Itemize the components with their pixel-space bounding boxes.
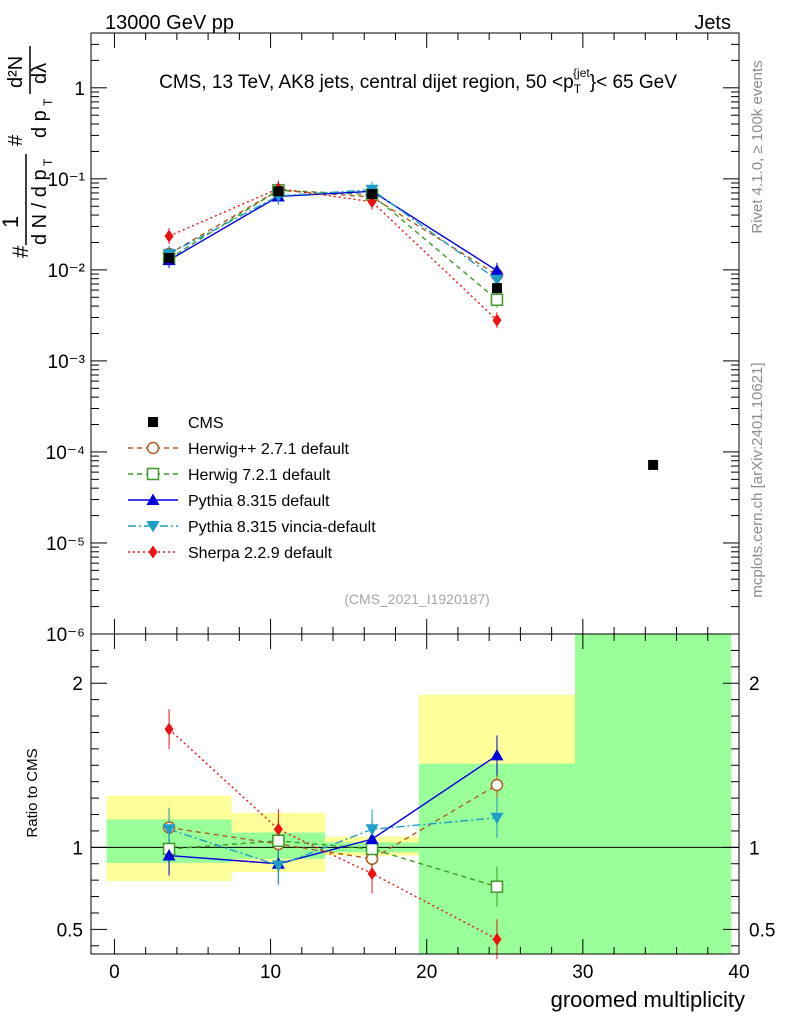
ratio-ytick-label-right-2: 2 xyxy=(749,674,760,695)
svg-text:T: T xyxy=(41,98,55,106)
ratio-point-3-1 xyxy=(271,860,285,872)
legend-marker-1 xyxy=(146,467,160,481)
svg-text:dλ: dλ xyxy=(29,63,51,84)
legend-label-3: Pythia 8.315 vincia-default xyxy=(188,519,376,536)
ratio-panel-series xyxy=(162,709,504,960)
ratio-point-3-3 xyxy=(490,812,504,825)
main-line-3 xyxy=(168,188,498,281)
ratio-point-4-0 xyxy=(164,722,174,736)
main-point-1-3 xyxy=(490,293,504,306)
ratio-xtick-label-2: 20 xyxy=(416,962,437,983)
main-ytick-label-0: 1 xyxy=(74,79,85,100)
cms-data-point-3 xyxy=(491,283,502,294)
mcplots-label: mcplots.cern.ch [arXiv:2401.10621] xyxy=(749,362,766,597)
main-ytick-label-5: 10⁻⁵ xyxy=(46,534,85,555)
ratio-line-3 xyxy=(168,817,498,867)
legend: CMS Herwig++ 2.7.1 default Herwig 7.2.1 de… xyxy=(128,415,376,562)
x-axis-label: groomed multiplicity xyxy=(551,987,745,1012)
legend-marker-0 xyxy=(146,441,160,455)
main-point-4-3 xyxy=(492,313,502,327)
svg-text:#: # xyxy=(8,245,33,258)
ratio-line-1 xyxy=(169,840,498,888)
ratio-point-3-0 xyxy=(162,824,176,836)
legend-marker-4 xyxy=(148,545,158,559)
ratio-point-2-2 xyxy=(365,832,379,845)
main-ytick-label-3: 10⁻³ xyxy=(48,352,86,373)
legend-label-0: Herwig++ 2.7.1 default xyxy=(188,441,350,458)
main-ylabel: # 1 d N / d p T # d p T d²N dλ xyxy=(0,46,55,258)
ratio-point-2-3 xyxy=(490,748,504,761)
legend-label-4: Sherpa 2.2.9 default xyxy=(188,545,333,562)
legend-label-1: Herwig 7.2.1 default xyxy=(188,467,331,484)
ratio-point-4-1 xyxy=(273,822,283,836)
main-point-4-0 xyxy=(164,229,174,243)
main-line-4 xyxy=(168,187,498,321)
main-panel-series xyxy=(162,180,659,470)
legend-label-2: Pythia 8.315 default xyxy=(188,493,330,510)
legend-marker-cms xyxy=(148,417,158,427)
rivet-label: Rivet 4.1.0, ≥ 100k events xyxy=(749,60,766,233)
ratio-point-1-3 xyxy=(490,880,504,893)
ratio-point-4-2 xyxy=(367,867,377,881)
legend-marker-3 xyxy=(146,521,160,533)
ratio-xtick-label-0: 0 xyxy=(109,962,120,983)
ratio-stat-band-4 xyxy=(575,634,732,954)
main-ytick-label-2: 10⁻² xyxy=(48,261,86,282)
main-ytick-label-6: 10⁻⁶ xyxy=(46,625,85,646)
main-line-1 xyxy=(168,189,498,301)
main-point-2-3 xyxy=(490,264,504,276)
cms-data-point-4 xyxy=(648,459,659,470)
main-point-3-3 xyxy=(490,274,504,287)
ratio-xtick-label-4: 40 xyxy=(728,962,749,983)
legend-marker-2 xyxy=(146,493,160,505)
ratio-line-4 xyxy=(168,728,498,940)
svg-text:1: 1 xyxy=(0,216,23,228)
svg-text:d²N: d²N xyxy=(5,56,27,88)
ratio-point-1-1 xyxy=(272,834,285,848)
ratio-xtick-label-3: 30 xyxy=(572,962,593,983)
cms-data-point-2 xyxy=(367,189,378,200)
ratio-point-3-2 xyxy=(365,824,379,836)
ratio-ytick-label-left-1: 1 xyxy=(72,838,83,859)
svg-text:#: # xyxy=(5,134,27,146)
main-line-2 xyxy=(168,190,498,272)
header-process: Jets xyxy=(694,12,731,34)
analysis-reference: (CMS_2021_I1920187) xyxy=(344,591,490,607)
ratio-panel-frame xyxy=(90,633,740,955)
ratio-ytick-label-left-2: 2 xyxy=(72,674,83,695)
header-energy: 13000 GeV pp xyxy=(105,12,234,34)
cms-data-point-1 xyxy=(273,186,284,197)
ratio-point-1-2 xyxy=(365,842,379,856)
ratio-point-4-3 xyxy=(492,932,502,946)
ratio-ylabel: Ratio to CMS xyxy=(24,748,41,837)
svg-text:d N / d p: d N / d p xyxy=(29,169,51,245)
ratio-xtick-label-1: 10 xyxy=(260,962,281,983)
svg-text:d p: d p xyxy=(29,110,51,138)
ratio-ytick-label-right-1: 1 xyxy=(749,838,760,859)
ratio-ytick-label-right-0: 0.5 xyxy=(749,920,775,941)
ratio-ytick-label-left-0: 0.5 xyxy=(57,920,83,941)
main-ytick-label-1: 10⁻¹ xyxy=(48,170,86,191)
ratio-point-0-3 xyxy=(490,778,504,792)
cms-data-point-0 xyxy=(164,253,175,264)
ratio-panel-ticks: 0.5 0.51 12 20 10 20 30 40 xyxy=(57,634,775,983)
ratio-point-2-0 xyxy=(162,849,176,861)
svg-text:T: T xyxy=(41,158,55,166)
legend-label-cms: CMS xyxy=(188,415,224,432)
main-panel-ticks: 1 10⁻¹ 10⁻² 10⁻³ 10⁻⁴ 10⁻⁵ 10⁻⁶ xyxy=(46,32,740,646)
main-ytick-label-4: 10⁻⁴ xyxy=(46,443,85,464)
